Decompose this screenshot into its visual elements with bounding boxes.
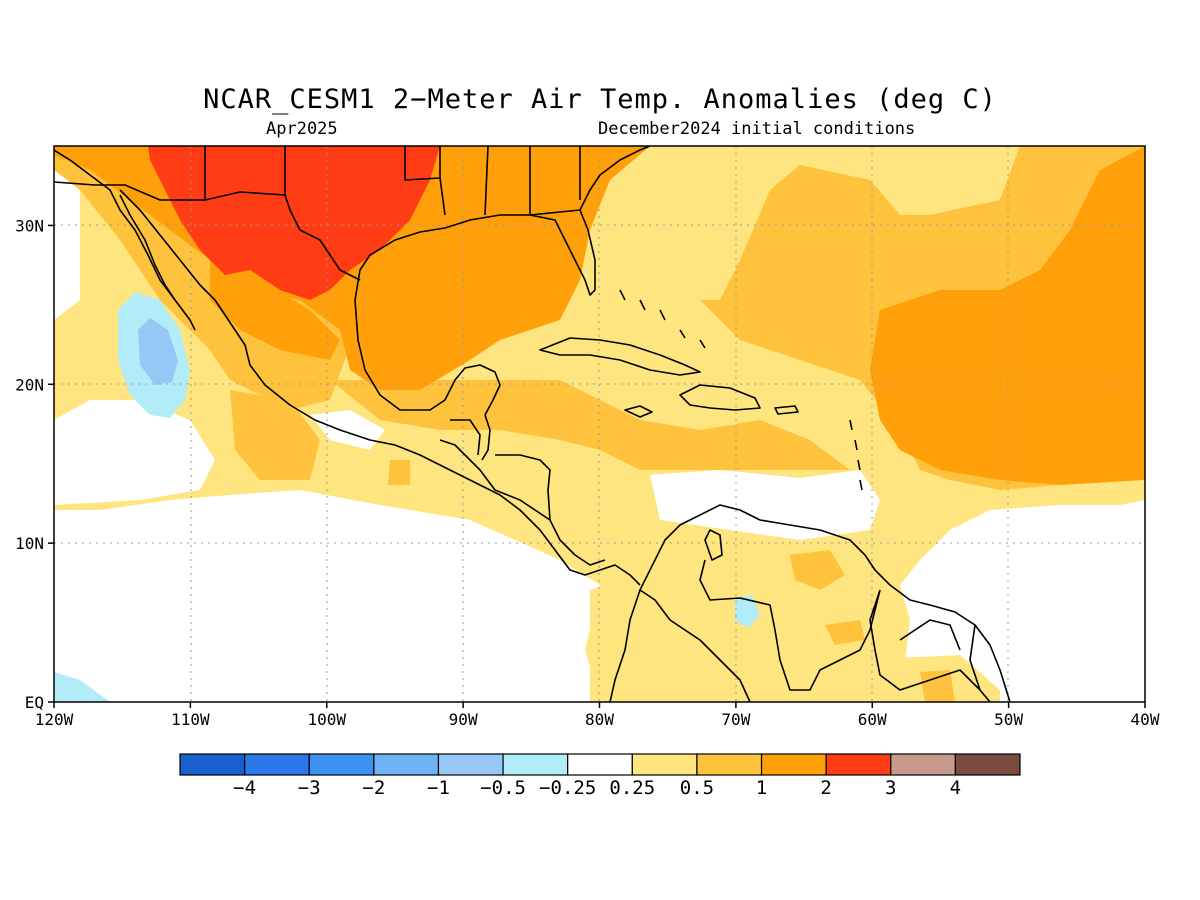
lat-tick-label: EQ [25, 693, 44, 712]
colorbar-swatch [437, 753, 504, 776]
colorbar-label: 0.5 [680, 777, 714, 799]
colorbar-swatch [825, 753, 892, 776]
colorbar-label: 0.25 [609, 777, 655, 799]
lon-tick-label: 40W [1131, 710, 1160, 729]
lon-tick-label: 80W [585, 710, 614, 729]
lat-tick-label: 10N [15, 534, 44, 553]
lon-tick-label: 100W [307, 710, 346, 729]
colorbar-swatch [567, 753, 633, 776]
colorbar-label: −0.5 [480, 777, 526, 799]
latitude-tick-labels: 30N 20N 10N EQ [15, 216, 54, 712]
lon-tick-label: 110W [171, 710, 210, 729]
colorbar-swatch [373, 753, 440, 776]
colorbar-swatch [179, 753, 246, 776]
colorbar-label: −3 [298, 777, 321, 799]
colorbar-swatch [890, 753, 956, 776]
initial-conditions-label: December2024 initial conditions [598, 119, 916, 139]
colorbar-swatch [502, 753, 569, 776]
anomaly-region-mid-blue [138, 318, 178, 385]
colorbar-label: −0.25 [539, 777, 596, 799]
colorbar-label: 1 [756, 777, 767, 799]
colorbar-label: 4 [950, 777, 961, 799]
colorbar-label: −2 [362, 777, 385, 799]
colorbar-swatch [760, 753, 827, 776]
colorbar-swatch [954, 753, 1021, 776]
graticule [54, 146, 1145, 702]
colorbar-swatch [631, 753, 698, 776]
colorbar-label: −4 [233, 777, 256, 799]
colorbar-swatch [308, 753, 375, 776]
coastlines [54, 146, 1011, 702]
lat-tick-label: 30N [15, 216, 44, 235]
colorbar: −4 −3 −2 −1 −0.5 −0.25 0.25 0.5 1 2 3 4 [179, 753, 1021, 799]
colorbar-swatch [244, 753, 310, 776]
colorbar-label: 3 [885, 777, 896, 799]
lon-tick-label: 60W [858, 710, 887, 729]
lat-tick-label: 20N [15, 375, 44, 394]
colorbar-label: 2 [820, 777, 831, 799]
forecast-month-label: Apr2025 [266, 119, 338, 139]
anomaly-shading [54, 146, 1145, 702]
colorbar-label: −1 [427, 777, 450, 799]
lon-tick-label: 120W [35, 710, 74, 729]
lon-tick-label: 90W [449, 710, 478, 729]
lon-tick-label: 70W [721, 710, 750, 729]
map-title: NCAR_CESM1 2−Meter Air Temp. Anomalies (… [203, 84, 997, 115]
colorbar-swatch [696, 753, 763, 776]
anomaly-region-red [148, 146, 440, 300]
longitude-tick-labels: 120W 110W 100W 90W 80W 70W 60W 50W 40W [35, 702, 1160, 729]
lon-tick-label: 50W [994, 710, 1023, 729]
